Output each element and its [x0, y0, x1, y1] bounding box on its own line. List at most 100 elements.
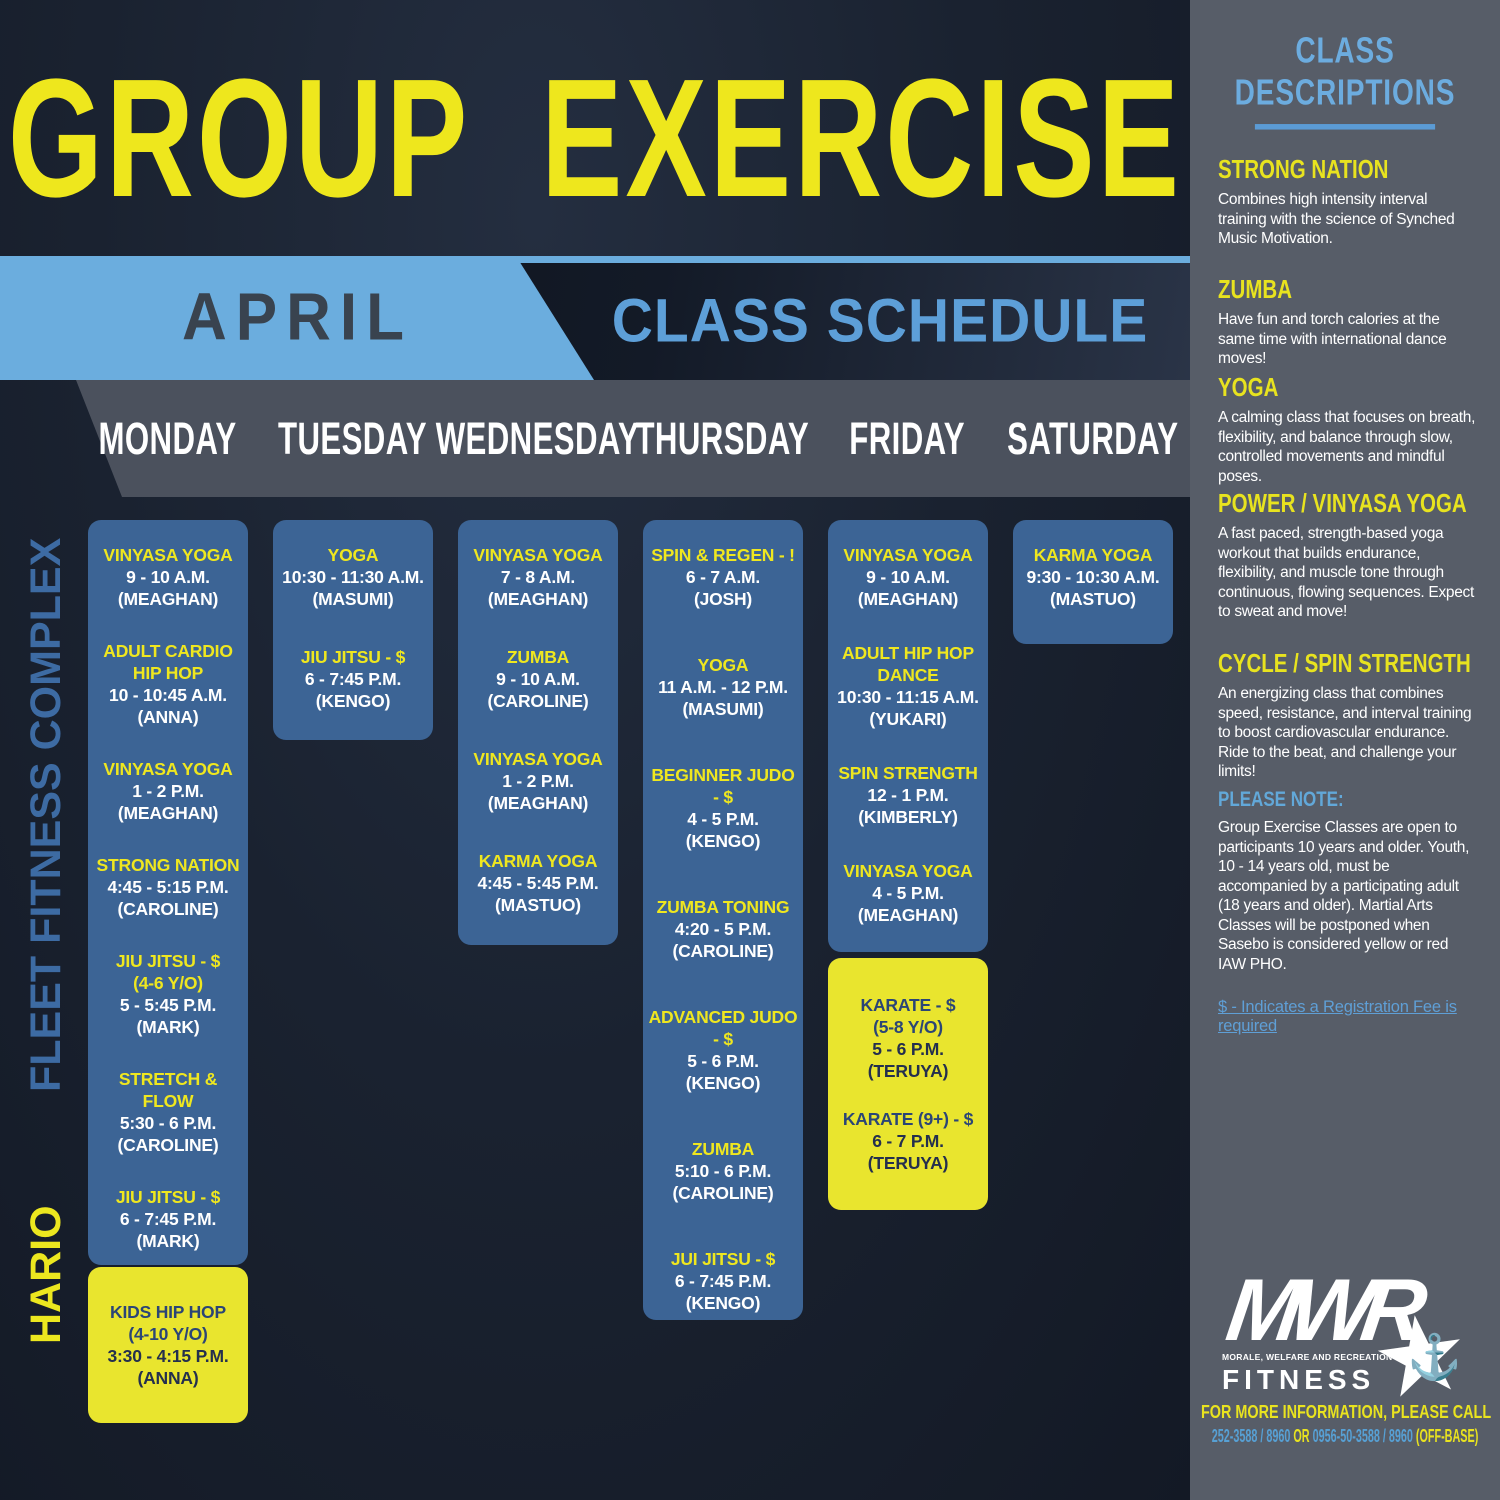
banner-accent-line	[420, 256, 1190, 263]
column-saturday: KARMA YOGA 9:30 - 10:30 A.M. (MASTUO)	[1013, 520, 1173, 644]
class-title: KARMA YOGA	[1033, 545, 1153, 565]
wednesday-class-box: VINYASA YOGA 7 - 8 A.M. (MEAGHAN) ZUMBA …	[458, 520, 618, 945]
class-schedule-label: CLASS SCHEDULE	[611, 285, 1149, 356]
class-time: 10 - 10:45 A.M.	[109, 685, 227, 705]
class-entry: BEGINNER JUDO - $ 4 - 5 P.M. (KENGO)	[647, 764, 799, 852]
class-title: YOGA	[697, 655, 749, 675]
please-note-section: PLEASE NOTE: Group Exercise Classes are …	[1218, 787, 1476, 974]
day-header-saturday: SATURDAY	[1006, 413, 1179, 464]
class-entry: YOGA 10:30 - 11:30 A.M. (MASUMI)	[277, 544, 429, 610]
class-title: KIDS HIP HOP	[110, 1302, 226, 1322]
class-title: STRONG NATION	[96, 855, 240, 875]
description-class-name: ZUMBA	[1218, 274, 1293, 305]
saturday-class-box: KARMA YOGA 9:30 - 10:30 A.M. (MASTUO)	[1013, 520, 1173, 644]
sidebar-heading-line2: DESCRIPTIONS	[1234, 71, 1456, 112]
class-time: 11 A.M. - 12 P.M.	[658, 677, 788, 697]
day-header-monday: MONDAY	[98, 413, 237, 464]
column-tuesday: YOGA 10:30 - 11:30 A.M. (MASUMI) JIU JIT…	[273, 520, 433, 740]
class-entry: KARMA YOGA 9:30 - 10:30 A.M. (MASTUO)	[1017, 544, 1169, 610]
class-time: 9 - 10 A.M.	[496, 669, 580, 689]
class-instructor: (MEAGHAN)	[857, 905, 959, 925]
class-time: 10:30 - 11:15 A.M.	[837, 687, 979, 707]
class-time: 5 - 6 P.M.	[687, 1051, 759, 1071]
please-note-text: Group Exercise Classes are open to parti…	[1218, 819, 1470, 973]
sidebar-heading-line1: CLASS	[1295, 29, 1395, 71]
description-class-name: STRONG NATION	[1218, 154, 1389, 185]
class-entry: VINYASA YOGA 4 - 5 P.M. (MEAGHAN)	[832, 860, 984, 926]
friday-class-box: VINYASA YOGA 9 - 10 A.M. (MEAGHAN) ADULT…	[828, 520, 988, 952]
description-zumba: ZUMBA Have fun and torch calories at the…	[1218, 274, 1476, 369]
class-time: 4 - 5 P.M.	[872, 883, 944, 903]
class-instructor: (MASUMI)	[682, 699, 764, 719]
class-title: ZUMBA	[691, 1139, 755, 1159]
class-schedule-banner: CLASS SCHEDULE	[580, 262, 1180, 380]
class-title: KARATE - $	[860, 995, 956, 1015]
class-instructor: (MASUMI)	[312, 589, 394, 609]
column-wednesday: VINYASA YOGA 7 - 8 A.M. (MEAGHAN) ZUMBA …	[458, 520, 618, 945]
sidebar-heading: CLASS DESCRIPTIONS	[1213, 29, 1477, 130]
poster-title: GROUP EXERCISE	[0, 40, 1190, 235]
friday-karate-class-box: KARATE - $ (5-8 Y/O) 5 - 6 P.M. (TERUYA)…	[828, 958, 988, 1210]
class-instructor: (MASTUO)	[1050, 589, 1136, 609]
class-entry: VINYASA YOGA 7 - 8 A.M. (MEAGHAN)	[462, 544, 614, 610]
day-header-strip	[76, 380, 1190, 497]
class-time: 9:30 - 10:30 A.M.	[1026, 567, 1160, 587]
description-class-text: A calming class that focuses on breath, …	[1218, 409, 1476, 485]
class-time: 6 - 7:45 P.M.	[304, 669, 402, 689]
registration-fee-link[interactable]: $ - Indicates a Registration Fee is requ…	[1218, 998, 1457, 1035]
off-base-label: (OFF-BASE)	[1412, 1426, 1479, 1446]
class-instructor: (CAROLINE)	[117, 899, 219, 919]
class-time: 1 - 2 P.M.	[502, 771, 574, 791]
class-time: 10:30 - 11:30 A.M.	[282, 567, 424, 587]
class-time: 6 - 7:45 P.M.	[674, 1271, 772, 1291]
class-instructor: (MARK)	[136, 1017, 200, 1037]
class-entry: ZUMBA TONING 4:20 - 5 P.M. (CAROLINE)	[647, 896, 799, 962]
class-entry: KARATE - $ (5-8 Y/O) 5 - 6 P.M. (TERUYA)	[832, 994, 984, 1082]
class-time: 4:20 - 5 P.M.	[674, 919, 772, 939]
class-title: SPIN STRENGTH	[838, 763, 978, 783]
class-instructor: (MARK)	[136, 1231, 200, 1251]
class-instructor: (KENGO)	[315, 691, 391, 711]
class-title: STRETCH & FLOW	[118, 1069, 218, 1111]
description-class-text: Have fun and torch calories at the same …	[1218, 311, 1447, 367]
phone-on-base: 252-3588 / 8960	[1211, 1426, 1291, 1446]
location-label-fleet-fitness-complex: FLEET FITNESS COMPLEX	[22, 537, 70, 1093]
mwr-fitness-logo: MWR ★ ⚓ MORALE, WELFARE AND RECREATION F…	[1221, 1260, 1477, 1422]
schedule-main: GROUP EXERCISE APRIL CLASS SCHEDULE MOND…	[0, 0, 1190, 1500]
heading-underline	[1254, 124, 1436, 130]
class-time: 7 - 8 A.M.	[500, 567, 576, 587]
class-title: JUI JITSU - $	[670, 1249, 776, 1269]
class-entry: ZUMBA 9 - 10 A.M. (CAROLINE)	[462, 646, 614, 712]
class-title: KARMA YOGA	[478, 851, 598, 871]
class-title: ADULT CARDIO HIP HOP	[103, 641, 233, 683]
class-instructor: (MEAGHAN)	[117, 803, 219, 823]
fitness-label: FITNESS	[1222, 1364, 1376, 1395]
class-entry: ADVANCED JUDO - $ 5 - 6 P.M. (KENGO)	[647, 1006, 799, 1094]
column-thursday: SPIN & REGEN - ! 6 - 7 A.M. (JOSH) YOGA …	[643, 520, 803, 1320]
class-instructor: (MEAGHAN)	[487, 793, 589, 813]
monday-class-box: VINYASA YOGA 9 - 10 A.M. (MEAGHAN) ADULT…	[88, 520, 248, 1265]
phone-conjunction: OR	[1290, 1426, 1313, 1446]
class-title: VINYASA YOGA	[843, 545, 973, 565]
phone-off-base: 0956-50-3588 / 8960	[1312, 1426, 1413, 1446]
day-header-friday: FRIDAY	[849, 413, 966, 464]
class-time: 5 - 5:45 P.M.	[119, 995, 217, 1015]
class-time: 4 - 5 P.M.	[687, 809, 759, 829]
class-entry: VINYASA YOGA 1 - 2 P.M. (MEAGHAN)	[462, 748, 614, 814]
class-age-group: (4-6 Y/O)	[133, 973, 203, 993]
class-time: 9 - 10 A.M.	[866, 567, 950, 587]
class-entry: YOGA 11 A.M. - 12 P.M. (MASUMI)	[647, 654, 799, 720]
class-title: VINYASA YOGA	[843, 861, 973, 881]
class-instructor: (KENGO)	[685, 1293, 761, 1313]
class-title: YOGA	[327, 545, 379, 565]
day-header-thursday: THURSDAY	[635, 413, 810, 464]
month-label: APRIL	[182, 280, 413, 355]
class-title: BEGINNER JUDO - $	[651, 765, 795, 807]
class-title: VINYASA YOGA	[103, 759, 233, 779]
class-title: VINYASA YOGA	[473, 545, 603, 565]
class-title: ADVANCED JUDO - $	[648, 1007, 798, 1049]
class-title: SPIN & REGEN - !	[651, 545, 795, 565]
class-entry: SPIN & REGEN - ! 6 - 7 A.M. (JOSH)	[647, 544, 799, 610]
please-note-label: PLEASE NOTE:	[1218, 787, 1344, 812]
